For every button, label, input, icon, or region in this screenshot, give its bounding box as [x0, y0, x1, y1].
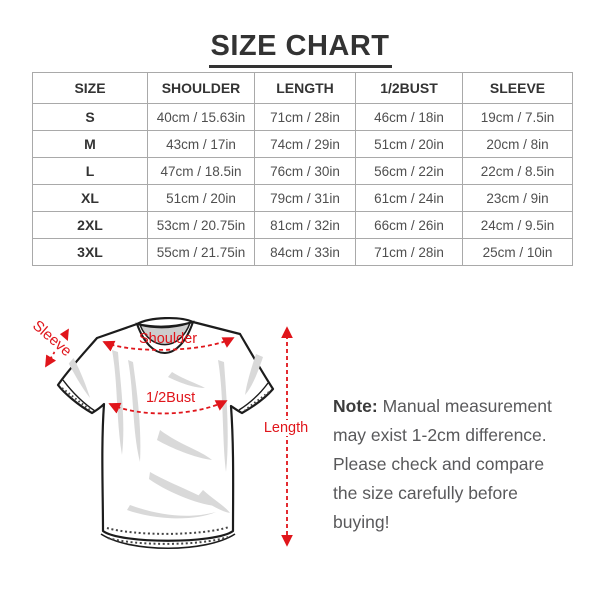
table-cell: 76cm / 30in — [254, 157, 356, 185]
table-cell: 47cm / 18.5in — [147, 157, 255, 185]
table-cell: 53cm / 20.75in — [147, 211, 255, 239]
header-bust: 1/2BUST — [355, 72, 463, 104]
table-cell: 24cm / 9.5in — [462, 211, 573, 239]
header-size: SIZE — [32, 72, 148, 104]
table-cell: 20cm / 8in — [462, 130, 573, 158]
bust-arrow — [108, 400, 228, 415]
table-cell: 3XL — [32, 238, 148, 266]
table-cell: 74cm / 29in — [254, 130, 356, 158]
table-cell: 22cm / 8.5in — [462, 157, 573, 185]
tshirt-illustration — [45, 317, 293, 549]
table-cell: S — [32, 103, 148, 131]
table-cell: 55cm / 21.75in — [147, 238, 255, 266]
table-cell: 2XL — [32, 211, 148, 239]
table-cell: 71cm / 28in — [254, 103, 356, 131]
hem-stitching — [100, 526, 236, 549]
header-shoulder: SHOULDER — [147, 72, 255, 104]
table-row: 2XL 53cm / 20.75in 81cm / 32in 66cm / 26… — [32, 211, 573, 239]
note-text: Manual measurement may exist 1-2cm diffe… — [333, 396, 552, 532]
length-measure-label: Length — [263, 420, 309, 436]
header-length: LENGTH — [254, 72, 356, 104]
table-cell: 43cm / 17in — [147, 130, 255, 158]
table-cell: M — [32, 130, 148, 158]
wrinkle-shading — [67, 350, 263, 519]
note-label: Note: — [333, 396, 378, 416]
table-cell: 81cm / 32in — [254, 211, 356, 239]
cuff-stitching — [61, 379, 270, 412]
shoulder-arrow — [102, 337, 235, 352]
table-row: M 43cm / 17in 74cm / 29in 51cm / 20in 20… — [32, 130, 573, 158]
shoulder-measure-label: Shoulder — [139, 331, 198, 347]
table-cell: XL — [32, 184, 148, 212]
table-cell: 51cm / 20in — [355, 130, 463, 158]
table-cell: 66cm / 26in — [355, 211, 463, 239]
table-cell: 46cm / 18in — [355, 103, 463, 131]
page-title: SIZE CHART — [208, 30, 392, 68]
table-cell: 56cm / 22in — [355, 157, 463, 185]
header-sleeve: SLEEVE — [462, 72, 573, 104]
table-cell: 40cm / 15.63in — [147, 103, 255, 131]
table-cell: 61cm / 24in — [355, 184, 463, 212]
note-block: Note: Manual measurement may exist 1-2cm… — [333, 392, 557, 537]
table-row: XL 51cm / 20in 79cm / 31in 61cm / 24in 2… — [32, 184, 573, 212]
table-row: S 40cm / 15.63in 71cm / 28in 46cm / 18in… — [32, 103, 573, 131]
table-cell: 51cm / 20in — [147, 184, 255, 212]
table-cell: L — [32, 157, 148, 185]
bust-measure-label: 1/2Bust — [146, 390, 196, 406]
table-cell: 23cm / 9in — [462, 184, 573, 212]
page-title-wrap: SIZE CHART — [0, 30, 600, 68]
table-row: L 47cm / 18.5in 76cm / 30in 56cm / 22in … — [32, 157, 573, 185]
table-cell: 84cm / 33in — [254, 238, 356, 266]
tshirt-body-outline — [56, 317, 275, 542]
table-cell: 71cm / 28in — [355, 238, 463, 266]
table-cell: 19cm / 7.5in — [462, 103, 573, 131]
table-cell: 25cm / 10in — [462, 238, 573, 266]
table-header-row: SIZE SHOULDER LENGTH 1/2BUST SLEEVE — [32, 72, 573, 104]
table-row: 3XL 55cm / 21.75in 84cm / 33in 71cm / 28… — [32, 238, 573, 266]
table-cell: 79cm / 31in — [254, 184, 356, 212]
size-chart-table: SIZE SHOULDER LENGTH 1/2BUST SLEEVE S 40… — [32, 72, 573, 266]
